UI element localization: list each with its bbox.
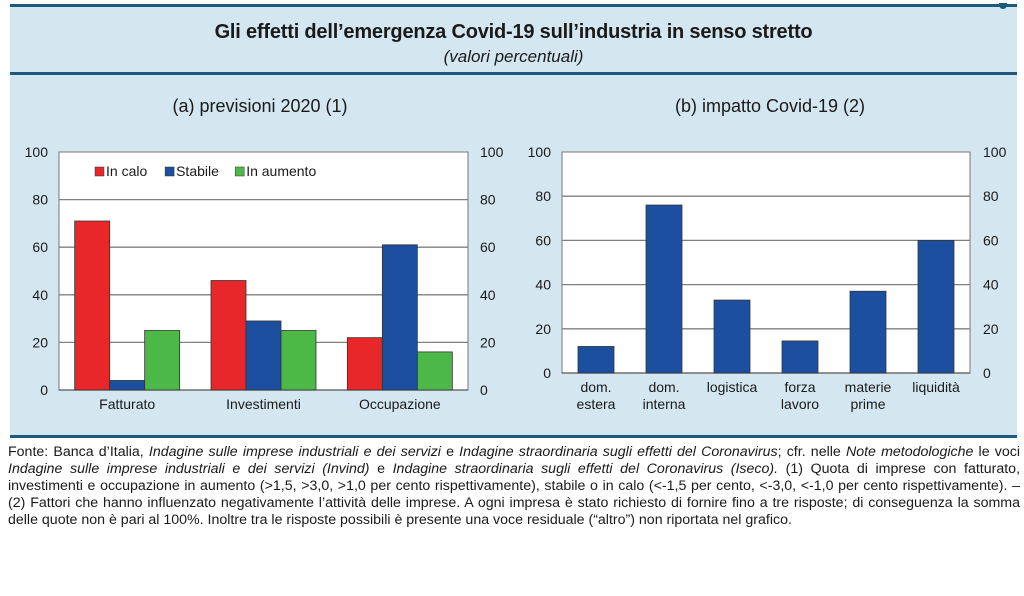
- x-tick-label: forza: [784, 379, 815, 395]
- y-tick-label-right: 0: [480, 382, 488, 398]
- chart-b-title: (b) impatto Covid-19 (2): [674, 96, 866, 116]
- bar-fatturato-in-aumento: [144, 330, 181, 391]
- y-tick-label-right: 80: [983, 188, 999, 204]
- figure-title: Gli effetti dell’emergenza Covid-19 sull…: [214, 21, 813, 43]
- legend-swatch: [164, 166, 175, 177]
- bar-investimenti-in-aumento: [280, 330, 317, 391]
- y-tick-label-right: 60: [983, 232, 999, 248]
- y-tick-label-left: 40: [535, 277, 551, 293]
- bar-fatturato-in-calo: [74, 220, 111, 391]
- y-tick-label-left: 60: [32, 239, 48, 255]
- bar-investimenti-in-calo: [210, 280, 247, 391]
- footnote-segment: e: [440, 444, 460, 460]
- x-tick-label: prime: [850, 396, 885, 412]
- bar-liquidit--impatto: [917, 239, 955, 374]
- footnote-segment: Indagine sulle imprese industriali e dei…: [148, 444, 441, 460]
- figure-footnote: Fonte: Banca d’Italia, Indagine sulle im…: [8, 444, 1020, 529]
- footnote-segment: le voci: [973, 444, 1020, 460]
- y-tick-label-left: 40: [32, 287, 48, 303]
- bar-occupazione-in-aumento: [416, 351, 453, 391]
- footnote-segment: (1) Quota di imprese con fatturato, inve…: [8, 461, 1021, 528]
- y-tick-label-left: 0: [543, 365, 551, 381]
- y-tick-label-left: 20: [535, 321, 551, 337]
- footnote-segment: Note metodologiche: [845, 444, 974, 460]
- y-tick-label-right: 80: [480, 192, 496, 208]
- legend-swatch: [234, 166, 245, 177]
- bar-fatturato-stabile: [109, 380, 146, 391]
- figure-subtitle: (valori percentuali): [443, 47, 584, 66]
- y-tick-label-left: 80: [535, 188, 551, 204]
- y-tick-label-left: 60: [535, 232, 551, 248]
- chart-a-title: (a) previsioni 2020 (1): [172, 96, 348, 116]
- footnote-segment: e: [369, 461, 393, 477]
- bar-investimenti-stabile: [245, 320, 282, 391]
- footnote-segment: Indagine straordinaria sugli effetti del…: [459, 444, 778, 460]
- x-tick-label: logistica: [707, 379, 758, 395]
- y-tick-label-right: 40: [983, 277, 999, 293]
- x-tick-label: materie: [845, 379, 892, 395]
- y-tick-label-left: 100: [528, 144, 552, 160]
- bar-forza-lavoro-impatto: [781, 340, 819, 374]
- y-tick-label-left: 80: [32, 192, 48, 208]
- x-tick-label: estera: [577, 396, 616, 412]
- legend-label: Stabile: [176, 163, 219, 179]
- footnote-segment: Indagine sulle imprese industriali e dei…: [8, 461, 370, 477]
- x-tick-label: dom.: [580, 379, 611, 395]
- y-tick-label-left: 0: [40, 382, 48, 398]
- charts-canvas: 0 20 40 60 80 100 0 20 40 60 80 100 Fatturato Investi…: [25, 144, 1007, 412]
- bar-occupazione-in-calo: [346, 337, 383, 391]
- x-tick-label: Investimenti: [226, 396, 301, 412]
- y-tick-label-left: 20: [32, 334, 48, 350]
- y-tick-label-right: 0: [983, 365, 991, 381]
- y-tick-label-right: 60: [480, 239, 496, 255]
- figure-header: Gli effetti dell’emergenza Covid-19 sull…: [10, 7, 1017, 75]
- y-tick-label-right: 20: [480, 334, 496, 350]
- x-tick-label: Fatturato: [99, 396, 155, 412]
- x-tick-label: interna: [643, 396, 686, 412]
- bar-dom-estera-impatto: [577, 346, 615, 374]
- x-tick-label: liquidità: [912, 379, 960, 395]
- legend-label: In aumento: [246, 163, 316, 179]
- corner-mark: [999, 3, 1007, 9]
- bar-dom-interna-impatto: [645, 204, 683, 374]
- footnote-segment: Indagine straordinaria sugli effetti del…: [392, 461, 779, 477]
- bar-logistica-impatto: [713, 299, 751, 374]
- legend-swatch: [94, 166, 105, 177]
- y-tick-label-left: 100: [25, 144, 49, 160]
- x-tick-label: Occupazione: [359, 396, 441, 412]
- footnote-segment: ; cfr. nelle: [777, 444, 846, 460]
- y-tick-label-right: 100: [983, 144, 1007, 160]
- footnote-segment: Fonte: Banca d’Italia,: [8, 444, 149, 460]
- y-tick-label-right: 20: [983, 321, 999, 337]
- plot-area-b: [561, 151, 971, 374]
- bar-occupazione-stabile: [381, 244, 418, 391]
- y-tick-label-right: 100: [480, 144, 504, 160]
- legend-label: In calo: [106, 163, 147, 179]
- x-tick-label: dom.: [648, 379, 679, 395]
- x-tick-label: lavoro: [781, 396, 819, 412]
- y-tick-label-right: 40: [480, 287, 496, 303]
- bar-materie-prime-impatto: [849, 290, 887, 374]
